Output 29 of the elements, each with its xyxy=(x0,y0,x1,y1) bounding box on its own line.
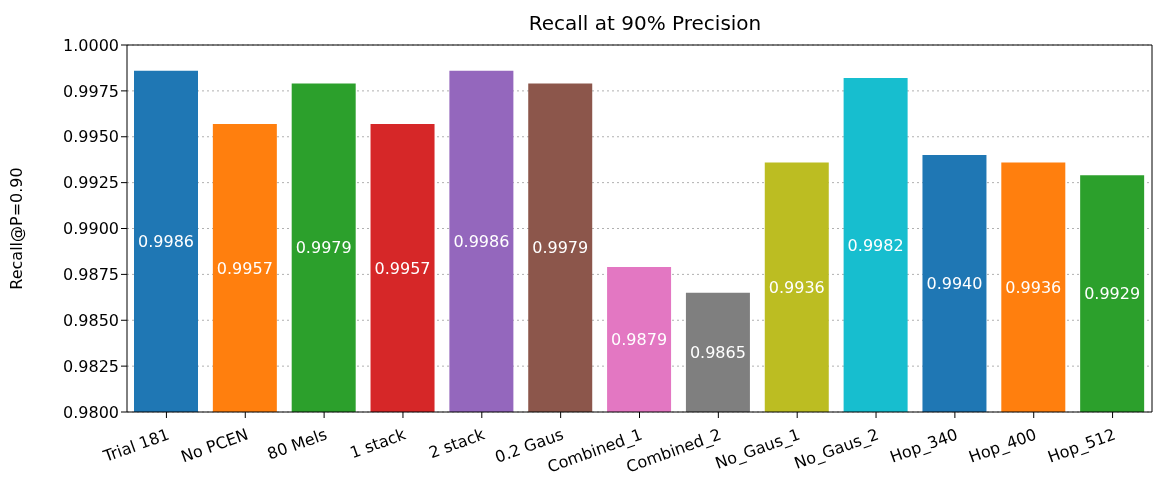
y-tick-label: 0.9825 xyxy=(63,356,119,376)
x-tick-label: 1 stack xyxy=(347,424,409,463)
y-tick-label: 0.9800 xyxy=(63,402,119,422)
y-tick-label: 0.9900 xyxy=(63,219,119,239)
x-tick-label: No PCEN xyxy=(178,424,251,467)
y-tick-label: 0.9875 xyxy=(63,265,119,285)
data-label: 0.9936 xyxy=(1005,277,1062,297)
x-tick-label: Trial 181 xyxy=(100,424,172,467)
data-label: 0.9982 xyxy=(847,235,904,255)
data-label: 0.9879 xyxy=(611,330,668,350)
data-label: 0.9986 xyxy=(138,232,194,252)
data-label: 0.9979 xyxy=(295,238,352,258)
y-tick-label: 0.9950 xyxy=(63,127,119,147)
data-label: 0.9940 xyxy=(926,274,983,294)
y-axis-title: Recall@P=0.90 xyxy=(6,167,26,290)
data-label: 0.9936 xyxy=(768,277,825,297)
data-label: 0.9957 xyxy=(216,258,273,278)
y-tick-label: 0.9975 xyxy=(63,81,119,101)
chart-title: Recall at 90% Precision xyxy=(528,11,762,35)
x-tick-label: 2 stack xyxy=(426,424,488,463)
y-tick-label: 0.9850 xyxy=(63,310,119,330)
x-tick-label: 80 Mels xyxy=(264,424,330,464)
data-label: 0.9865 xyxy=(689,343,746,363)
y-tick-label: 1.0000 xyxy=(63,35,119,55)
data-label: 0.9929 xyxy=(1084,284,1141,304)
y-tick-label: 0.9925 xyxy=(63,173,119,193)
data-label: 0.9979 xyxy=(532,238,589,258)
data-label: 0.9957 xyxy=(374,258,431,278)
data-label: 0.9986 xyxy=(453,232,510,252)
